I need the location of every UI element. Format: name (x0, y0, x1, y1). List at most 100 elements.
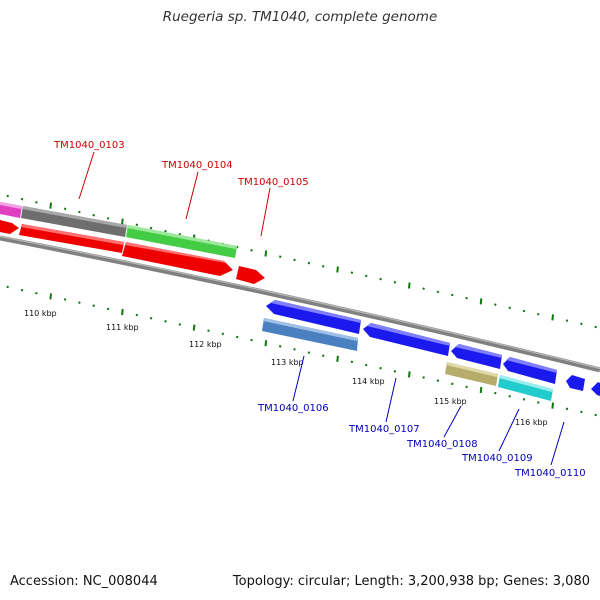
major-tick (479, 386, 483, 394)
minor-tick (580, 410, 583, 414)
gene-label-tm1040-0107[interactable]: TM1040_0107 (348, 424, 420, 435)
minor-tick (63, 298, 67, 301)
minor-tick (379, 366, 382, 370)
major-tick (479, 298, 483, 305)
minor-tick (250, 249, 253, 252)
gene-tm1040-0106-feature[interactable] (262, 318, 358, 351)
minor-tick (164, 320, 167, 323)
minor-tick (235, 245, 239, 249)
minor-tick (278, 345, 282, 348)
cds-tm1040-0109[interactable] (503, 357, 557, 384)
minor-tick (307, 261, 311, 265)
map-title: Ruegeria sp. TM1040, complete genome (162, 9, 438, 25)
major-tick (336, 355, 339, 362)
major-tick (49, 202, 52, 209)
minor-tick (350, 271, 354, 274)
minor-tick (508, 306, 511, 310)
minor-tick (6, 285, 9, 289)
cds-tm1040-0108[interactable] (451, 344, 502, 369)
minor-tick (321, 354, 325, 357)
minor-tick (393, 370, 397, 373)
tick-label-116: 116 kbp (515, 418, 548, 427)
major-tick (336, 266, 339, 273)
feature-gray[interactable] (21, 206, 127, 237)
gene-label-tm1040-0110[interactable]: TM1040_0110 (514, 468, 586, 479)
genome-backbone (0, 235, 600, 373)
gene-label-tm1040-0103[interactable]: TM1040_0103 (53, 140, 125, 151)
minor-tick (565, 319, 569, 322)
callout-line-0109 (498, 408, 520, 452)
major-tick (264, 250, 268, 257)
minor-tick (63, 207, 67, 211)
minor-tick (364, 274, 368, 278)
minor-tick (106, 217, 110, 220)
gene-label-tm1040-0104[interactable]: TM1040_0104 (161, 160, 233, 171)
minor-tick (106, 307, 110, 311)
gene-tm1040-0104-feature[interactable] (126, 225, 237, 258)
callout-line-0103 (78, 151, 95, 200)
cds-left-arrow[interactable] (0, 220, 19, 234)
gene-label-tm1040-0108[interactable]: TM1040_0108 (406, 439, 478, 450)
callout-line-0104 (185, 171, 199, 220)
cds-edge-right[interactable] (591, 382, 600, 396)
minor-tick (35, 291, 38, 295)
minor-tick (6, 194, 9, 198)
minor-tick (20, 197, 24, 201)
minor-tick (92, 304, 95, 307)
minor-tick (135, 223, 139, 227)
callout-line-0106 (292, 355, 305, 402)
minor-tick (522, 309, 526, 313)
tick-label-114: 114 kbp (352, 377, 385, 386)
gene-tm1040-0108-feature[interactable] (445, 362, 498, 386)
minor-tick (565, 407, 569, 411)
minor-tick (293, 258, 296, 262)
major-tick (551, 402, 554, 409)
minor-tick (537, 312, 540, 316)
minor-tick (20, 288, 24, 292)
reverse-tick-row (6, 285, 597, 417)
gene-label-tm1040-0109[interactable]: TM1040_0109 (461, 453, 533, 464)
minor-tick (451, 382, 454, 386)
minor-tick (235, 335, 239, 339)
minor-tick (465, 296, 468, 300)
minor-tick (494, 391, 497, 395)
major-tick (408, 371, 411, 378)
minor-tick (379, 277, 382, 281)
minor-tick (293, 348, 296, 351)
minor-tick (149, 316, 153, 320)
minor-tick (436, 379, 440, 382)
major-tick (551, 314, 554, 321)
cds-tm1040-0106[interactable] (266, 300, 361, 334)
gene-tm1040-0109-feature[interactable] (498, 375, 553, 401)
gene-label-tm1040-0106[interactable]: TM1040_0106 (257, 403, 329, 414)
tick-label-110: 110 kbp (24, 309, 57, 318)
minor-tick (465, 385, 468, 389)
minor-tick (537, 401, 540, 404)
minor-tick (350, 360, 354, 364)
minor-tick (164, 229, 167, 233)
cds-tm1040-0105[interactable] (236, 266, 265, 284)
cds-tm1040-0104[interactable] (122, 242, 233, 276)
gene-label-tm1040-0105[interactable]: TM1040_0105 (237, 177, 309, 188)
callout-line-0105 (260, 187, 271, 237)
minor-tick (35, 201, 38, 204)
callout-line-0107 (385, 377, 397, 423)
major-tick (408, 282, 411, 289)
tick-label-113: 113 kbp (271, 358, 304, 367)
minor-tick (594, 325, 597, 329)
minor-tick (422, 376, 425, 379)
accession-text: Accession: NC_008044 (10, 574, 158, 589)
minor-tick (307, 351, 311, 354)
minor-tick (178, 323, 182, 326)
cds-tm1040-0110[interactable] (566, 375, 585, 391)
tick-label-112: 112 kbp (189, 340, 222, 349)
minor-tick (580, 322, 583, 326)
minor-tick (207, 329, 210, 332)
major-tick (192, 324, 196, 331)
major-tick (121, 308, 124, 316)
minor-tick (149, 226, 153, 230)
cds-tm1040-0107[interactable] (363, 323, 450, 356)
callout-line-0110 (550, 421, 565, 466)
genome-summary-text: Topology: circular; Length: 3,200,938 bp… (232, 574, 590, 589)
forward-tick-row (6, 194, 597, 329)
